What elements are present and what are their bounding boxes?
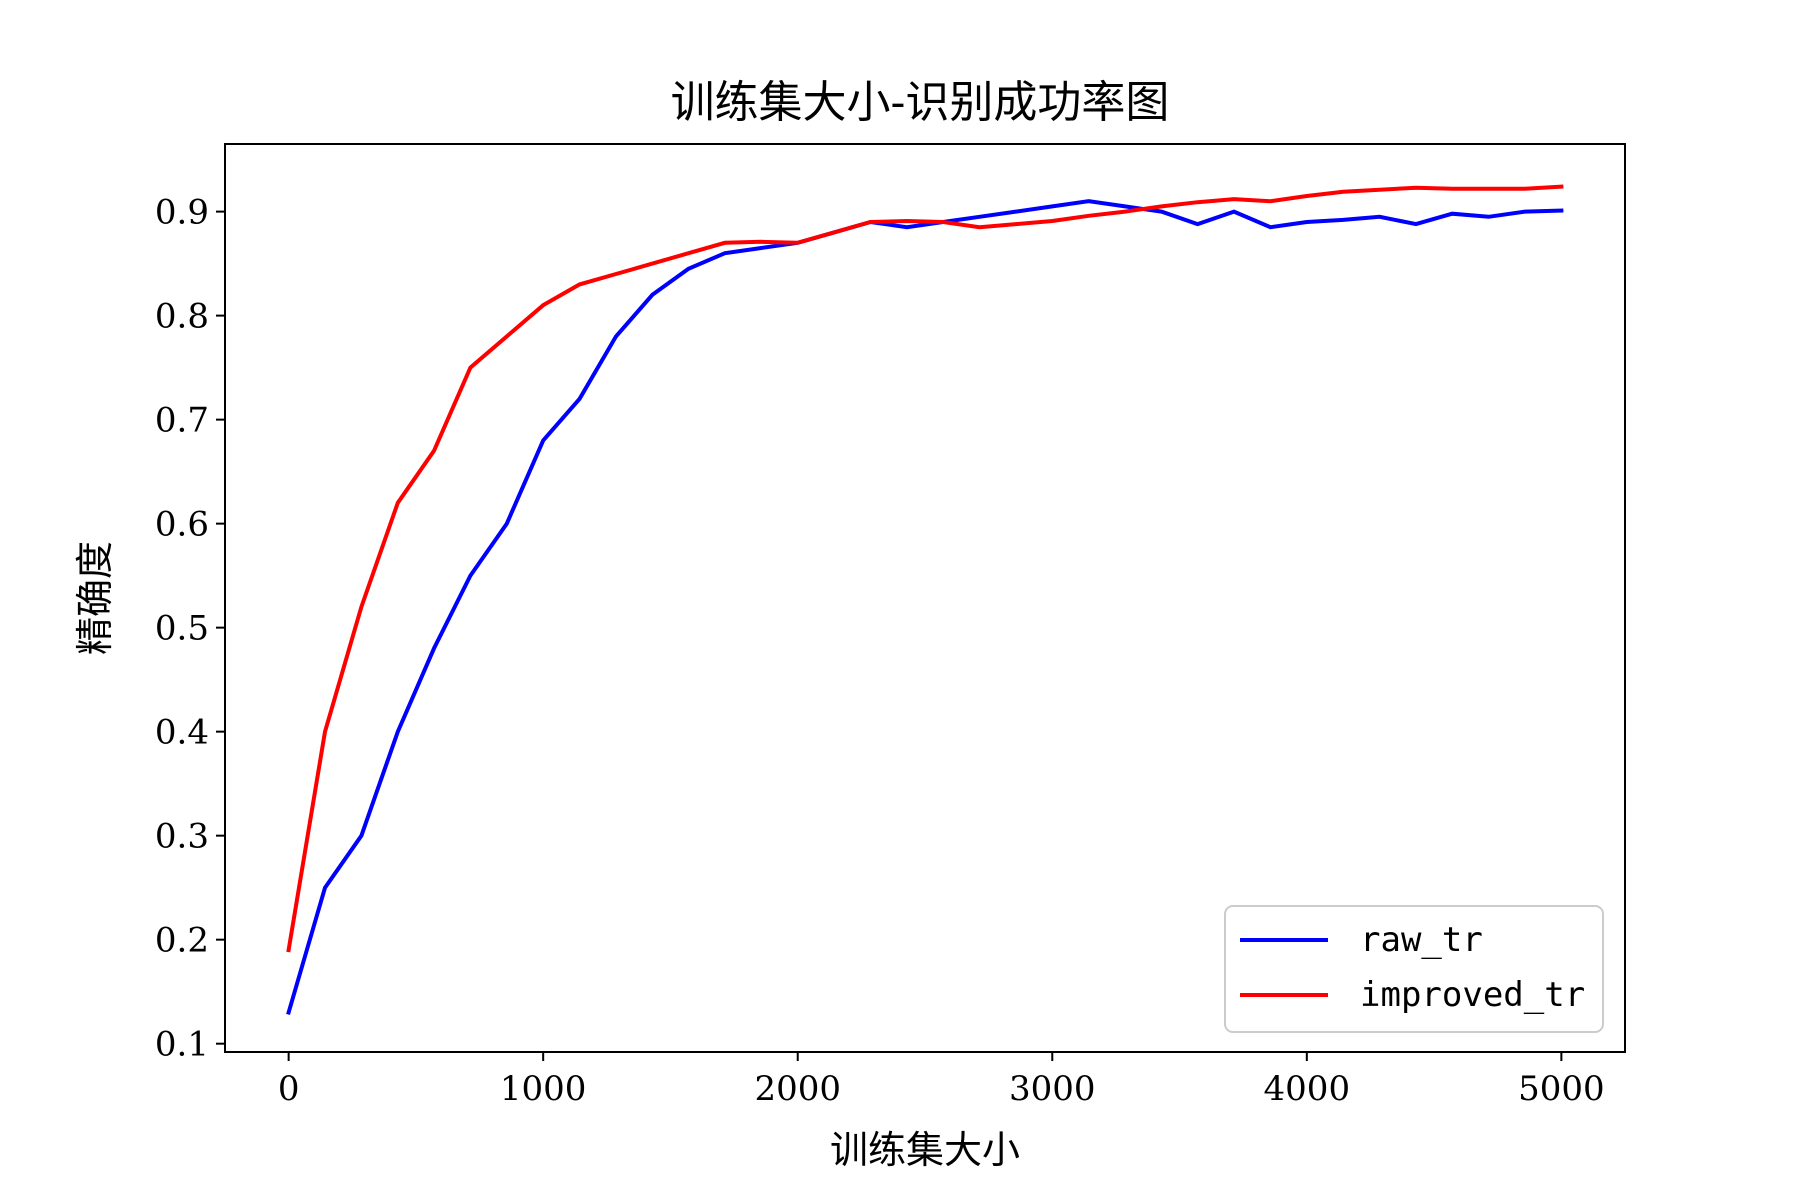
x-tick-label: 3000	[1009, 1069, 1096, 1109]
chart-title: 训练集大小-识别成功率图	[671, 77, 1170, 128]
x-tick-label: 4000	[1264, 1069, 1351, 1109]
x-tick-label: 5000	[1518, 1069, 1605, 1109]
y-tick-label: 0.9	[155, 193, 209, 233]
x-tick-label: 1000	[500, 1069, 587, 1109]
y-tick-label: 0.1	[155, 1025, 209, 1065]
x-axis: 0 1000 2000 3000 4000 5000	[278, 1052, 1605, 1109]
x-axis-title: 训练集大小	[830, 1128, 1020, 1172]
y-tick-label: 0.4	[155, 713, 209, 753]
x-tick-label: 0	[278, 1069, 300, 1109]
legend-label-raw-tr: raw_tr	[1360, 920, 1483, 960]
x-tick-label: 2000	[754, 1069, 841, 1109]
y-tick-label: 0.5	[155, 609, 209, 649]
plot-area-frame	[224, 143, 1626, 1053]
legend-label-improved-tr: improved_tr	[1360, 975, 1585, 1015]
legend-box	[1224, 905, 1604, 1033]
y-axis-title: 精确度	[73, 541, 117, 655]
legend: raw_tr improved_tr	[1224, 905, 1604, 1033]
y-tick-label: 0.8	[155, 297, 209, 337]
series-line-raw-tr	[286, 199, 1564, 1015]
y-tick-label: 0.2	[155, 921, 209, 961]
y-tick-label: 0.3	[155, 817, 209, 857]
series-lines	[286, 184, 1564, 1015]
series-line-improved-tr	[286, 184, 1564, 953]
y-tick-label: 0.6	[155, 505, 209, 545]
y-tick-label: 0.7	[155, 401, 209, 441]
y-axis: 0.1 0.2 0.3 0.4 0.5 0.6 0.7 0.8 0.9	[155, 193, 225, 1065]
